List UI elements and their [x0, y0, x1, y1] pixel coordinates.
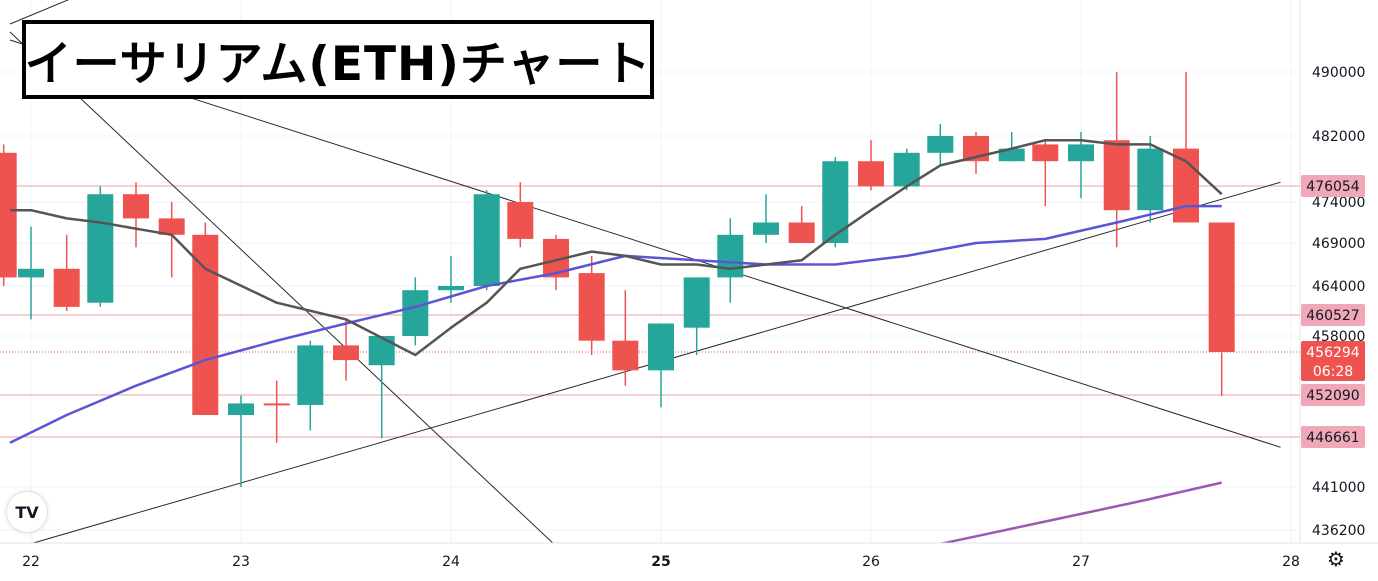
candle-up — [402, 290, 429, 336]
y-tick-label: 436200 — [1312, 523, 1365, 539]
y-tick-label: 464000 — [1312, 279, 1365, 295]
level-tag-label: 460527 — [1306, 308, 1359, 324]
countdown-label: 06:28 — [1313, 364, 1353, 380]
y-tick-label: 441000 — [1312, 480, 1365, 496]
y-tick-label: 482000 — [1312, 129, 1365, 145]
candle-up — [753, 222, 779, 235]
trend-line — [9, 31, 594, 581]
page-title: イーサリアム(ETH)チャート — [24, 37, 652, 92]
y-tick-label: 490000 — [1312, 65, 1365, 81]
candle-down — [788, 222, 815, 243]
level-tag — [1301, 384, 1365, 406]
candle-down — [123, 194, 149, 219]
trend-line — [9, 181, 1281, 551]
level-tag-label: 452090 — [1306, 388, 1359, 404]
candle-up — [927, 136, 954, 153]
trend-line — [9, 39, 1281, 448]
candle-up — [438, 286, 464, 291]
price-tags: 476054 460527 452090 446661 456294 06:28 — [1301, 175, 1365, 448]
gear-icon[interactable]: ⚙ — [1327, 547, 1345, 571]
ma-purple-line — [891, 481, 1222, 556]
candle-up — [87, 194, 114, 303]
candle-down — [53, 268, 80, 307]
y-tick-label: 469000 — [1312, 236, 1365, 252]
candle-up — [717, 234, 744, 278]
candle-down — [333, 345, 359, 361]
candle-up — [1137, 148, 1164, 211]
candle-up — [18, 268, 44, 278]
x-tick-label: 25 — [651, 554, 670, 570]
time-axis — [0, 543, 1378, 581]
candle-down — [158, 218, 185, 235]
level-tag-label: 446661 — [1306, 430, 1359, 446]
ma-long-line — [9, 204, 1222, 444]
candle-down — [858, 161, 884, 187]
x-tick-label: 23 — [232, 554, 250, 570]
price-axis — [1300, 0, 1378, 581]
candle-down — [192, 234, 219, 416]
candle-up — [228, 403, 254, 416]
candle-down — [1032, 144, 1059, 162]
candle-down — [0, 152, 17, 278]
candle-up — [683, 277, 710, 328]
candle-up — [998, 148, 1025, 162]
trend-line — [9, 0, 70, 25]
ma-short-line — [10, 138, 1223, 357]
title-banner: イーサリアム(ETH)チャート — [22, 20, 654, 99]
level-tag — [1301, 175, 1365, 197]
candle-up — [473, 194, 500, 286]
candle-down — [1208, 222, 1235, 352]
current-price-label: 456294 — [1306, 345, 1360, 361]
x-tick-label: 28 — [1282, 554, 1300, 570]
x-tick-label: 27 — [1072, 554, 1090, 570]
candle-up — [368, 336, 395, 366]
moving-averages — [9, 138, 1223, 556]
candle-down — [578, 273, 605, 341]
candle-down — [1103, 140, 1130, 211]
tradingview-logo[interactable]: TV — [7, 492, 47, 532]
level-tag — [1301, 304, 1365, 326]
candle-down — [507, 202, 534, 239]
level-tag-label: 476054 — [1306, 179, 1360, 195]
candle-down — [1173, 148, 1199, 223]
candle-down — [263, 403, 290, 406]
x-tick-label: 22 — [22, 554, 40, 570]
candle-down — [612, 340, 639, 371]
y-tick-label: 474000 — [1312, 195, 1365, 211]
candle-up — [297, 345, 324, 405]
current-price-tag — [1301, 341, 1365, 381]
x-tick-label: 24 — [442, 554, 460, 570]
level-tag — [1301, 426, 1365, 448]
candles — [0, 72, 1235, 487]
x-tick-label: 26 — [862, 554, 880, 570]
candle-up — [822, 161, 849, 243]
candle-up — [1068, 144, 1094, 162]
candle-up — [648, 323, 674, 371]
